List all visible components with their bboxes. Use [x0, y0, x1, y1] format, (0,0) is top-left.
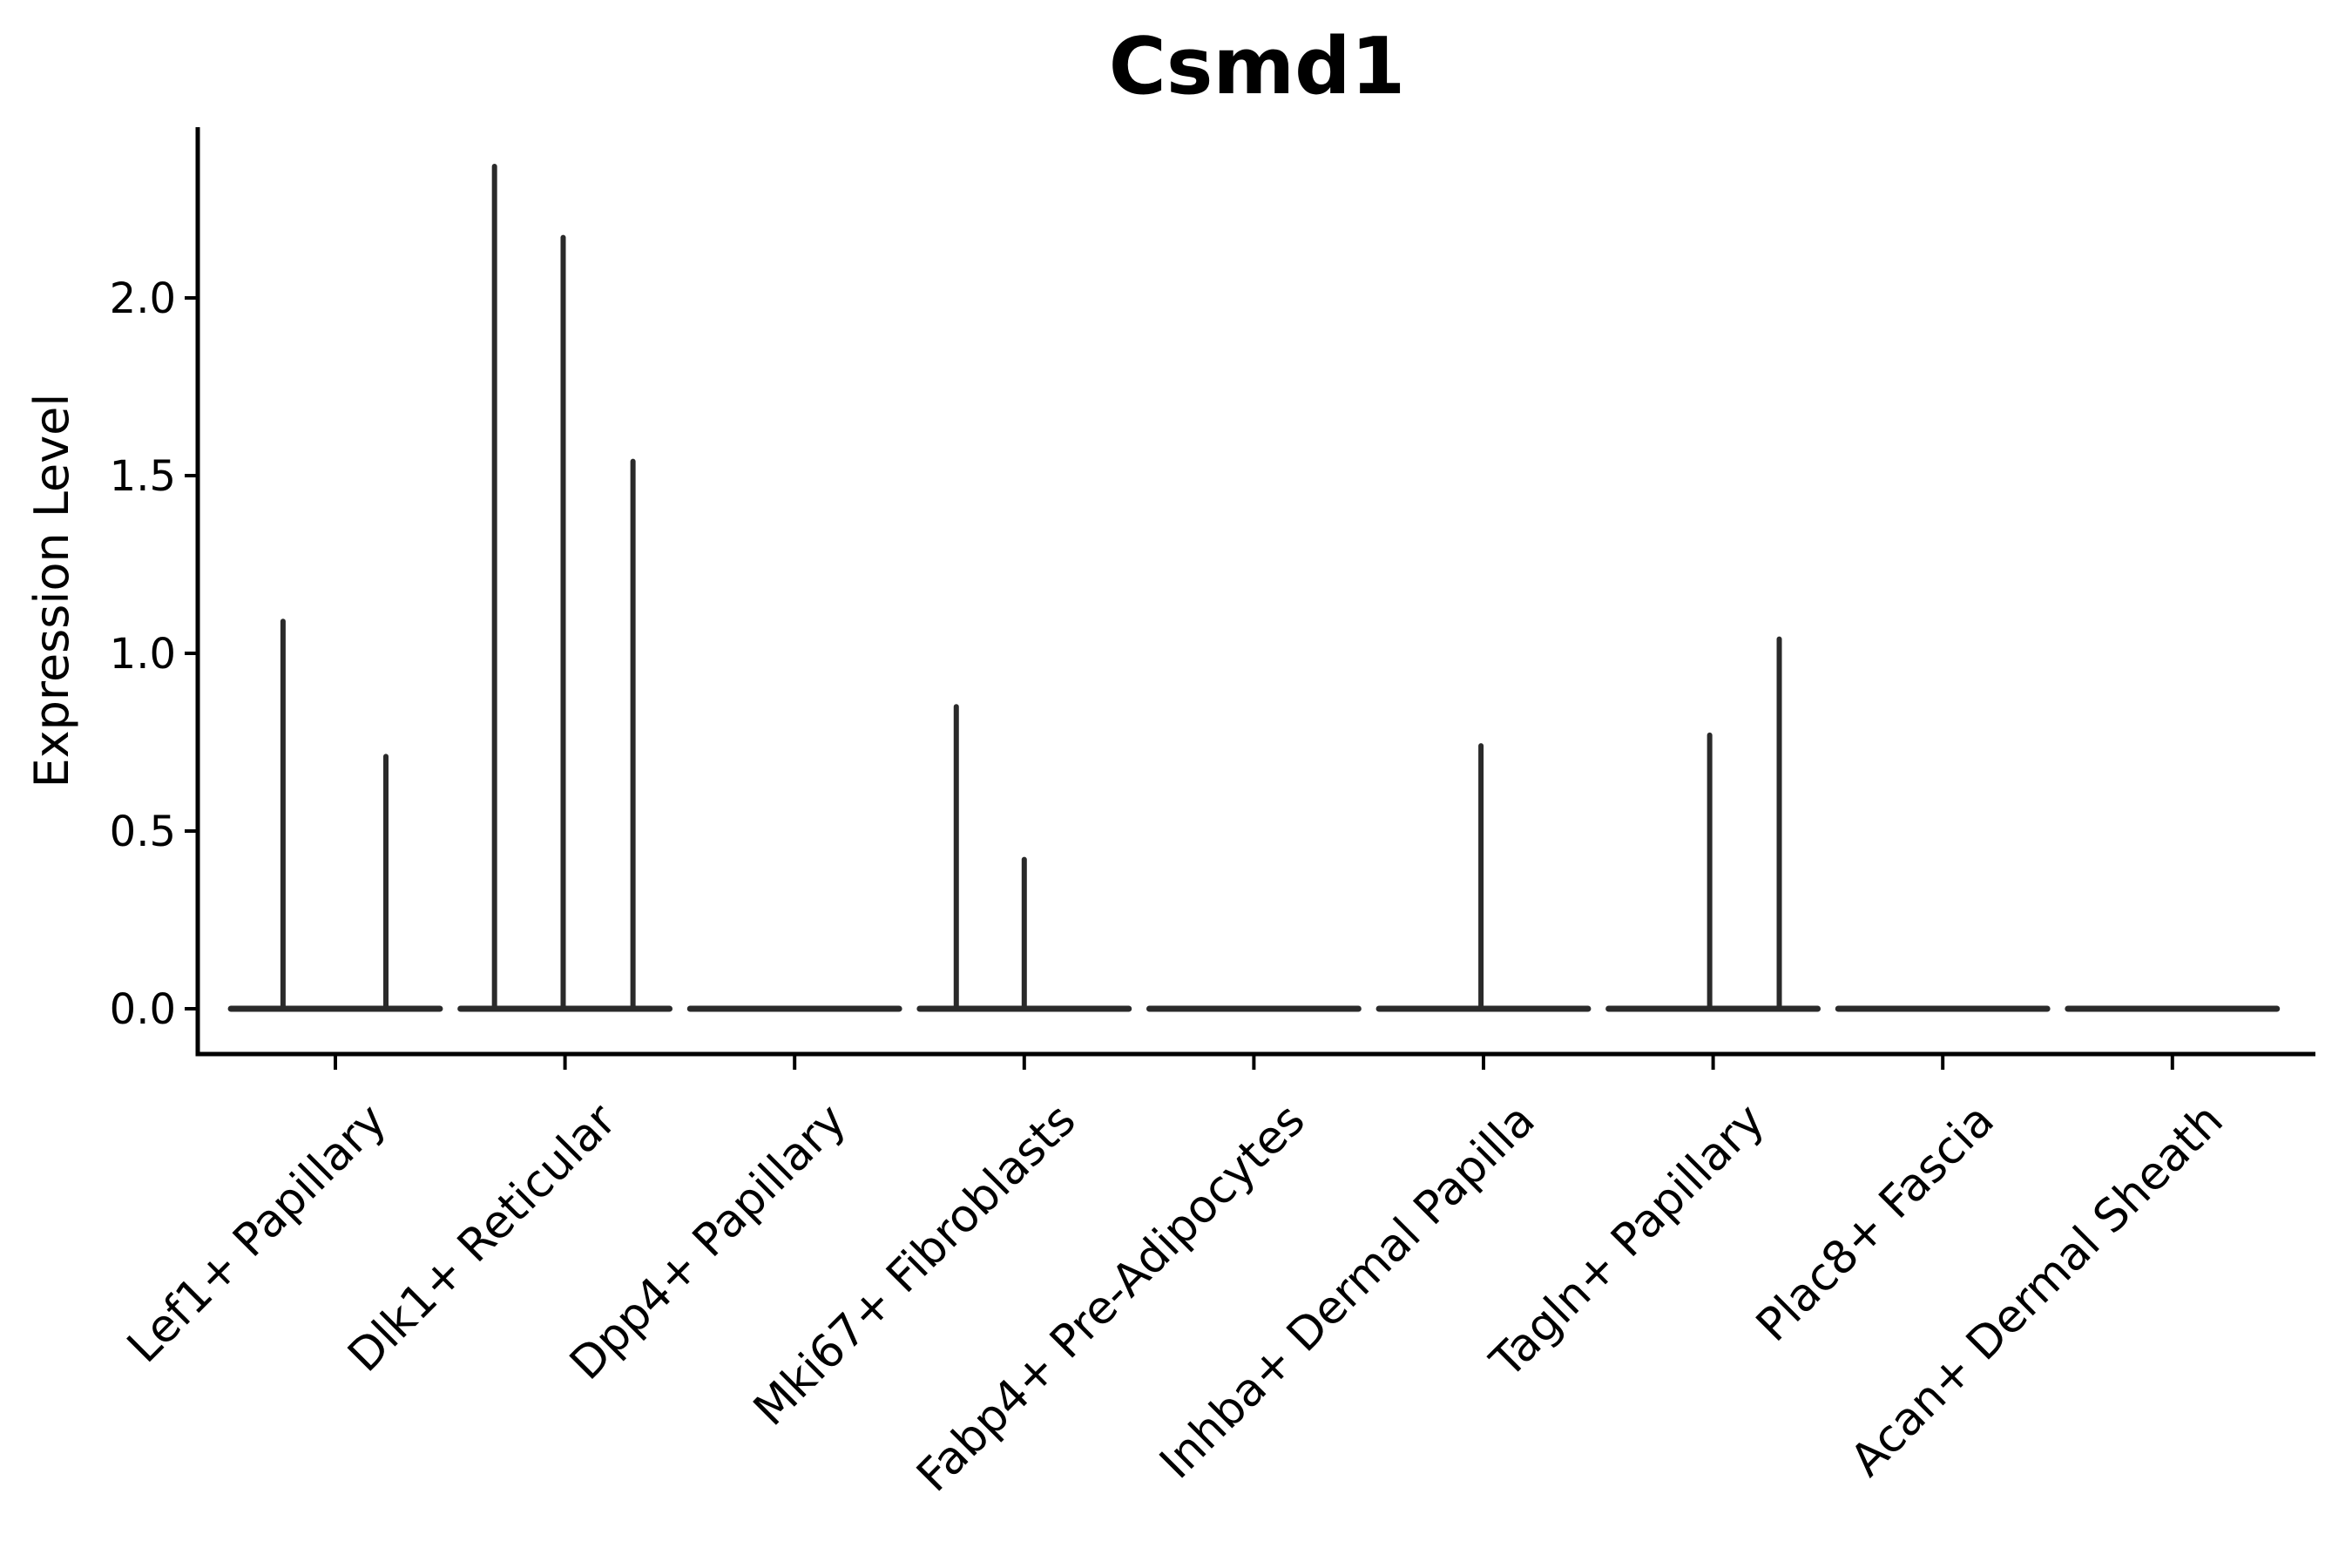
y-tick-label: 1.0	[110, 630, 176, 679]
y-tick-label: 2.0	[110, 274, 176, 323]
y-tick-label: 0.0	[110, 985, 176, 1034]
violin-layer	[227, 164, 2281, 1012]
y-tick-label: 1.5	[110, 452, 176, 501]
chart-title: Csmd1	[1108, 21, 1406, 112]
axes-layer: 0.0 0.5 1.0 1.5 2.0	[110, 127, 2315, 1070]
y-tick-label: 0.5	[110, 808, 176, 856]
y-axis-label: Expression Level	[24, 394, 79, 788]
